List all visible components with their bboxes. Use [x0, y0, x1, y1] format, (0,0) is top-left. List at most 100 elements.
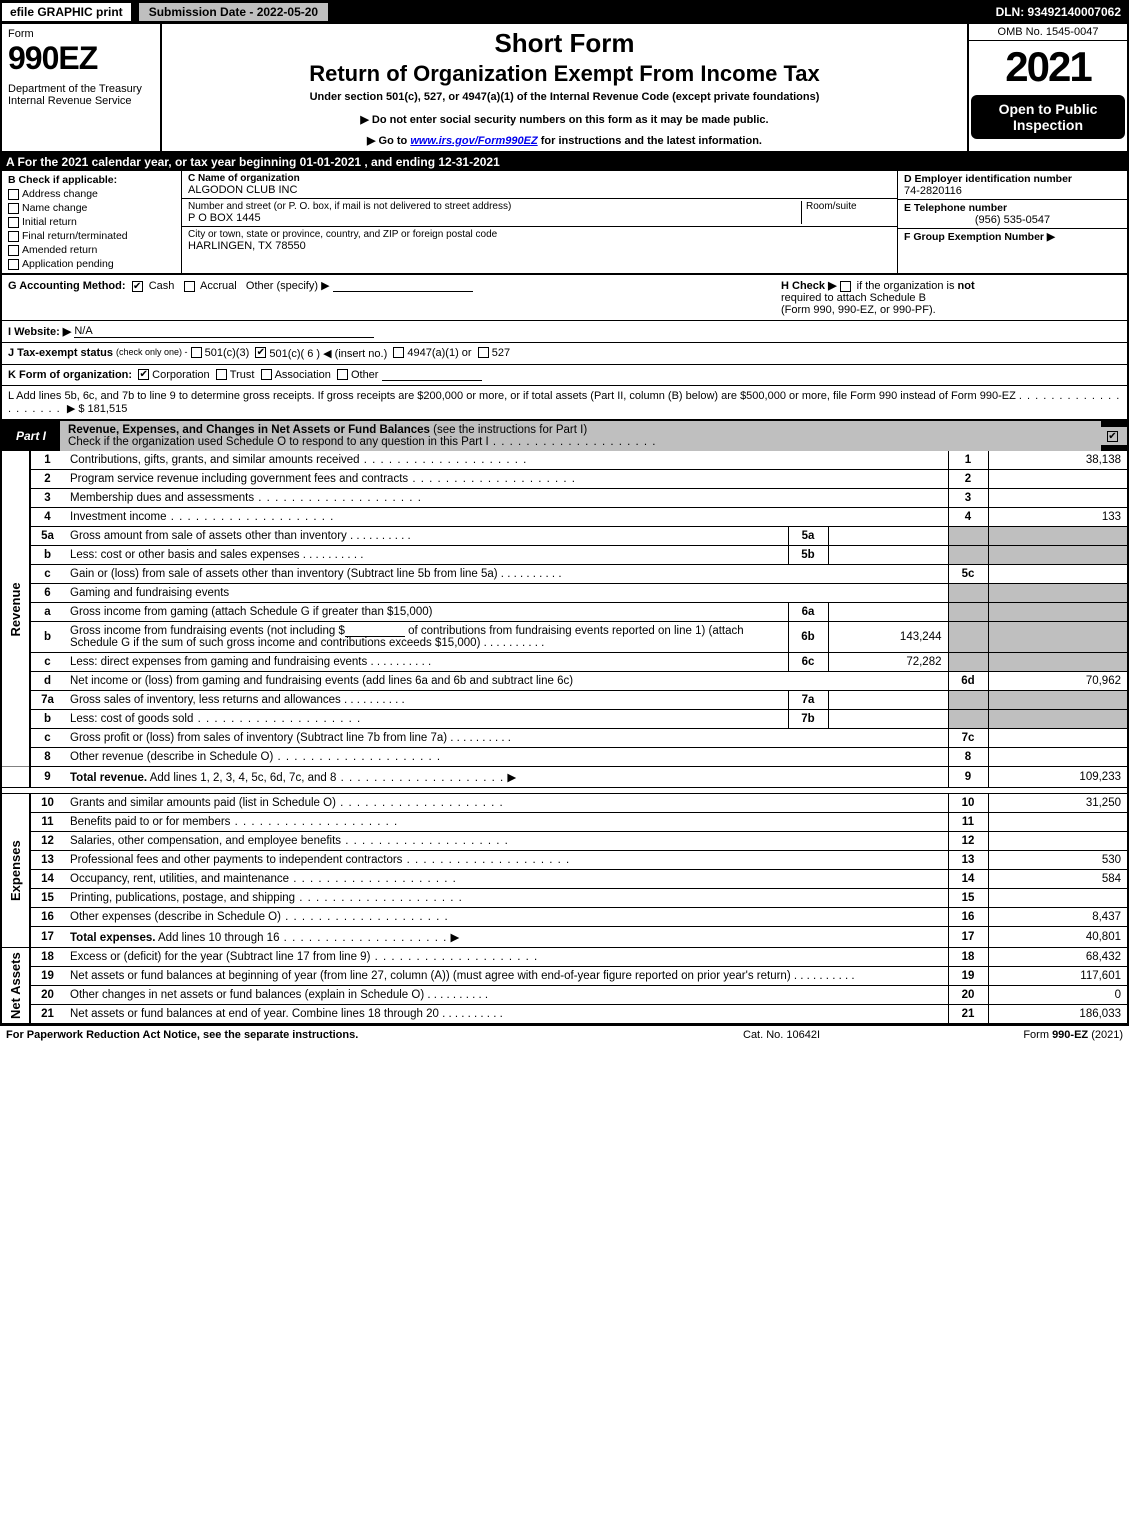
k-label: K Form of organization: [8, 369, 132, 381]
checkbox-icon[interactable] [261, 369, 272, 380]
form-meta-block: OMB No. 1545-0047 2021 Open to Public In… [967, 24, 1127, 151]
line-15: 15Printing, publications, postage, and s… [1, 889, 1128, 908]
line-16: 16Other expenses (describe in Schedule O… [1, 908, 1128, 927]
k-other-input[interactable] [382, 369, 482, 381]
line-10: Expenses 10Grants and similar amounts pa… [1, 794, 1128, 813]
city-section: City or town, state or province, country… [182, 227, 897, 254]
org-name: ALGODON CLUB INC [188, 184, 891, 196]
g-accrual: Accrual [200, 280, 237, 292]
expenses-tab: Expenses [1, 794, 30, 948]
row-a-calendar: A For the 2021 calendar year, or tax yea… [0, 153, 1129, 171]
checkbox-icon[interactable] [255, 347, 266, 358]
street-section: Number and street (or P. O. box, if mail… [182, 199, 897, 227]
page-footer: For Paperwork Reduction Act Notice, see … [0, 1024, 1129, 1044]
checkbox-icon[interactable] [478, 347, 489, 358]
checkbox-icon[interactable] [8, 231, 19, 242]
j-opt3: 4947(a)(1) or [407, 347, 471, 359]
chk-final[interactable]: Final return/terminated [8, 230, 175, 242]
line-2: 2Program service revenue including gover… [1, 470, 1128, 489]
j-note: (check only one) - [116, 347, 188, 357]
dept-label: Department of the Treasury [8, 83, 154, 95]
line-3: 3Membership dues and assessments 3 [1, 489, 1128, 508]
revenue-tab: Revenue [1, 451, 30, 767]
chk-name[interactable]: Name change [8, 202, 175, 214]
efile-button[interactable]: efile GRAPHIC print [0, 1, 133, 23]
checkbox-icon[interactable] [184, 281, 195, 292]
box-c: C Name of organization ALGODON CLUB INC … [182, 171, 897, 273]
line-14: 14Occupancy, rent, utilities, and mainte… [1, 870, 1128, 889]
g-label: G Accounting Method: [8, 280, 126, 292]
checkbox-icon[interactable] [840, 281, 851, 292]
line-7b: bLess: cost of goods sold 7b [1, 710, 1128, 729]
line-6a: aGross income from gaming (attach Schedu… [1, 603, 1128, 622]
j-opt1: 501(c)(3) [205, 347, 250, 359]
footer-mid: Cat. No. 10642I [743, 1029, 943, 1041]
line-18: Net Assets 18Excess or (deficit) for the… [1, 948, 1128, 967]
chk-address[interactable]: Address change [8, 188, 175, 200]
ein-label: D Employer identification number [904, 173, 1121, 185]
group-exemption-label: F Group Exemption Number ▶ [904, 231, 1055, 243]
dln-label: DLN: 93492140007062 [996, 5, 1129, 19]
checkbox-icon[interactable] [8, 245, 19, 256]
l-text: L Add lines 5b, 6c, and 7b to line 9 to … [8, 390, 1016, 402]
ein-value: 74-2820116 [904, 185, 1121, 197]
chk-initial[interactable]: Initial return [8, 216, 175, 228]
irs-label: Internal Revenue Service [8, 95, 154, 107]
checkbox-icon[interactable] [216, 369, 227, 380]
g-other-input[interactable] [333, 280, 473, 292]
lines-table: Revenue 1 Contributions, gifts, grants, … [0, 451, 1129, 1024]
row-g: G Accounting Method: Cash Accrual Other … [8, 279, 781, 292]
line-13: 13Professional fees and other payments t… [1, 851, 1128, 870]
line-1: Revenue 1 Contributions, gifts, grants, … [1, 451, 1128, 470]
checkbox-icon[interactable] [138, 369, 149, 380]
j-opt4: 527 [492, 347, 510, 359]
line-4: 4Investment income 4133 [1, 508, 1128, 527]
line-8: 8Other revenue (describe in Schedule O) … [1, 748, 1128, 767]
line-6c: cLess: direct expenses from gaming and f… [1, 653, 1128, 672]
checkbox-icon[interactable] [132, 281, 143, 292]
checkbox-icon[interactable] [1107, 431, 1118, 442]
phone-label: E Telephone number [904, 202, 1121, 214]
org-name-section: C Name of organization ALGODON CLUB INC [182, 171, 897, 199]
info-block: B Check if applicable: Address change Na… [0, 171, 1129, 275]
room-label: Room/suite [806, 201, 891, 212]
short-form-title: Short Form [170, 28, 959, 59]
i-label: I Website: ▶ [8, 325, 71, 338]
goto-link[interactable]: www.irs.gov/Form990EZ [410, 135, 537, 147]
line-5a: 5aGross amount from sale of assets other… [1, 527, 1128, 546]
h-not: not [958, 280, 975, 292]
j-label: J Tax-exempt status [8, 347, 113, 359]
line-17: 17Total expenses. Add lines 10 through 1… [1, 927, 1128, 948]
chk-pending[interactable]: Application pending [8, 258, 175, 270]
checkbox-icon[interactable] [393, 347, 404, 358]
do-not-enter: ▶ Do not enter social security numbers o… [170, 113, 959, 126]
line-7a: 7aGross sales of inventory, less returns… [1, 691, 1128, 710]
checkbox-icon[interactable] [8, 203, 19, 214]
city-label: City or town, state or province, country… [188, 229, 891, 240]
row-l: L Add lines 5b, 6c, and 7b to line 9 to … [0, 386, 1129, 421]
part-i-header: Part I Revenue, Expenses, and Changes in… [0, 421, 1129, 451]
checkbox-icon[interactable] [337, 369, 348, 380]
line-7c: cGross profit or (loss) from sales of in… [1, 729, 1128, 748]
part-i-checkbox[interactable] [1101, 427, 1127, 445]
line-6b: b Gross income from fundraising events (… [1, 622, 1128, 653]
h-line3: (Form 990, 990-EZ, or 990-PF). [781, 304, 936, 316]
row-i: I Website: ▶ N/A [0, 321, 1129, 343]
box-b: B Check if applicable: Address change Na… [2, 171, 182, 273]
h-mid: if the organization is [854, 280, 958, 292]
g-cash: Cash [149, 280, 175, 292]
footer-right: Form 990-EZ (2021) [943, 1029, 1123, 1041]
checkbox-icon[interactable] [8, 259, 19, 270]
box-f: F Group Exemption Number ▶ [898, 229, 1127, 245]
l-amount: ▶ $ 181,515 [67, 403, 127, 415]
line-19: 19Net assets or fund balances at beginni… [1, 967, 1128, 986]
checkbox-icon[interactable] [8, 189, 19, 200]
line-12: 12Salaries, other compensation, and empl… [1, 832, 1128, 851]
checkbox-icon[interactable] [191, 347, 202, 358]
checkbox-icon[interactable] [8, 217, 19, 228]
g-other: Other (specify) ▶ [246, 280, 330, 292]
k-other: Other [351, 369, 379, 381]
line-5c: cGain or (loss) from sale of assets othe… [1, 565, 1128, 584]
chk-amended[interactable]: Amended return [8, 244, 175, 256]
k-assoc: Association [275, 369, 331, 381]
